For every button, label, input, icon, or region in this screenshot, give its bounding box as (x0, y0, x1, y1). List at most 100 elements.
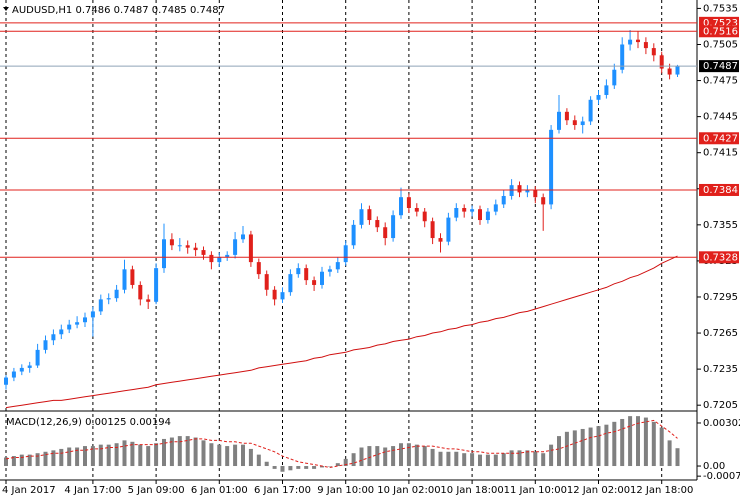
candle-body (11, 371, 16, 378)
candle-body (462, 208, 467, 212)
macd-bar (596, 426, 601, 467)
macd-bar (335, 463, 340, 467)
macd-bar (557, 436, 561, 467)
macd-bar (51, 450, 56, 467)
candle-body (138, 284, 143, 300)
macd-bar (636, 416, 640, 467)
y-tick-label: 0.7535 (703, 3, 738, 14)
macd-bar (106, 444, 111, 467)
candle-body (304, 268, 309, 281)
macd-bar (525, 450, 530, 467)
macd-bar (604, 424, 609, 467)
macd-bar (509, 450, 514, 467)
y-tick-label: 0.7355 (703, 220, 738, 231)
macd-bar (146, 446, 151, 467)
x-tick-label: 4 Jan 17:00 (64, 485, 121, 496)
macd-bar (185, 436, 190, 467)
level-label: 0.7523 (703, 18, 738, 29)
candle-body (67, 324, 72, 330)
macd-bar (122, 440, 127, 467)
macd-bar (517, 450, 522, 467)
macd-bar (675, 448, 680, 467)
candle-body (493, 204, 498, 212)
macd-bar (383, 447, 388, 467)
macd-bar (201, 440, 206, 467)
candle-body (43, 340, 48, 350)
candle-body (383, 227, 388, 239)
candle-body (4, 377, 8, 385)
level-label: 0.7516 (703, 26, 738, 37)
macd-bar (399, 443, 403, 467)
macd-bar (130, 441, 135, 467)
level-label-bg (699, 25, 739, 38)
macd-bar (667, 440, 672, 467)
candle-body (454, 208, 459, 218)
candle-body (193, 247, 198, 251)
level-label: 0.7427 (703, 133, 738, 144)
x-tick-label: 9 Jan 10:00 (317, 485, 374, 496)
level-label-bg (699, 183, 739, 196)
y-tick-label: -0.00071 (703, 471, 740, 482)
candle-body (162, 239, 166, 269)
macd-bar (193, 437, 198, 467)
x-tick-label: 6 Jan 01:00 (191, 485, 248, 496)
candle-body (470, 209, 475, 212)
macd-bar (209, 443, 214, 467)
macd-bar (264, 461, 269, 467)
macd-bar (628, 416, 633, 467)
macd-bar (304, 466, 309, 469)
macd-bar (651, 421, 656, 467)
macd-bar (98, 444, 103, 467)
candle-body (264, 274, 269, 290)
candle-body (612, 69, 617, 86)
macd-bar (154, 443, 159, 467)
macd-bar (343, 458, 348, 467)
macd-bar (391, 446, 396, 467)
candle-body (533, 189, 538, 198)
macd-bar (643, 417, 648, 467)
macd-bar (438, 451, 443, 467)
candle-body (83, 317, 87, 323)
macd-signal (5, 419, 678, 469)
macd-bar (588, 427, 593, 467)
y-tick-label: 0.7295 (703, 292, 738, 303)
candle-body (651, 48, 656, 56)
macd-bar (11, 456, 16, 467)
macd-bar (446, 451, 451, 467)
candle-body (169, 239, 174, 246)
macd-bar (75, 447, 80, 467)
candle-body (90, 311, 95, 318)
macd-bar (241, 444, 245, 467)
macd-bar (612, 421, 617, 467)
candle-body (343, 245, 348, 263)
macd-bar (35, 453, 40, 467)
macd-bar (533, 451, 538, 467)
x-tick-label: 4 Jan 2017 (2, 485, 56, 496)
candle-body (201, 250, 206, 255)
macd-bar (225, 446, 230, 467)
macd-bar (90, 446, 95, 467)
candle-body (414, 208, 419, 212)
candle-body (359, 209, 364, 225)
candle-body (596, 94, 601, 100)
level-label: 0.7328 (703, 252, 738, 263)
macd-bar (280, 466, 285, 472)
macd-bar (83, 446, 87, 467)
candle-body (509, 185, 514, 196)
macd-bar (406, 443, 411, 467)
candle-body (580, 121, 585, 126)
macd-bar (478, 454, 482, 467)
candle-body (351, 224, 356, 246)
candle-body (185, 245, 190, 248)
y-tick-label: 0.7265 (703, 328, 738, 339)
macd-bar (454, 451, 459, 467)
macd-bar (327, 466, 332, 467)
candle-body (675, 66, 680, 75)
macd-bar (470, 453, 475, 467)
candle-body (51, 334, 56, 341)
candle-body (122, 269, 127, 290)
x-tick-label: 5 Jan 09:00 (128, 485, 185, 496)
candle-body (391, 215, 396, 239)
candle-body (256, 262, 261, 275)
